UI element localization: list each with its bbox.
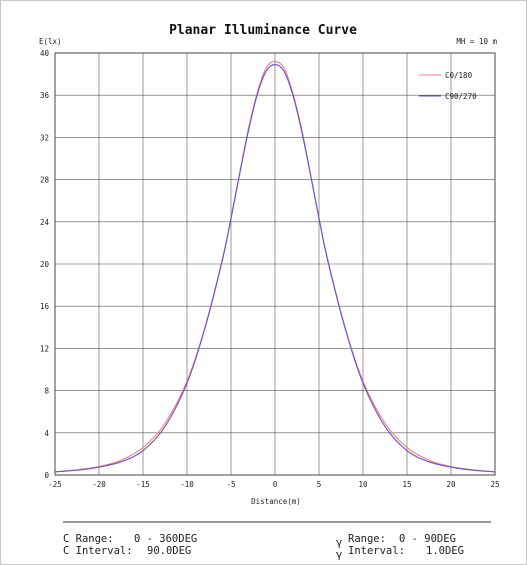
series-lines <box>54 60 496 473</box>
y-tick-label: 8 <box>44 387 49 396</box>
x-tick-label: -20 <box>92 480 106 489</box>
x-tick-label: -25 <box>48 480 62 489</box>
series-line-c90-270 <box>54 64 496 473</box>
g-range-value: 0 - 90DEG <box>399 533 456 545</box>
c-range-value: 0 - 360DEG <box>134 533 197 545</box>
gamma-symbol-range: γ <box>336 537 342 549</box>
mh-label: MH = 10 m <box>456 37 497 46</box>
y-tick-label: 16 <box>40 302 50 311</box>
y-tick-label: 12 <box>40 344 49 353</box>
footer-params: C Range: 0 - 360DEG C Interval: 90.0DEG … <box>63 533 464 561</box>
legend: C0/180 C90/270 <box>419 71 477 101</box>
x-tick-label: 10 <box>358 480 368 489</box>
y-tick-label: 0 <box>44 471 49 480</box>
g-interval-value: 1.0DEG <box>426 545 464 557</box>
y-tick-label: 36 <box>40 91 50 100</box>
y-tick-labels: 0 4 8 12 16 20 24 28 32 36 40 <box>40 49 50 480</box>
gamma-symbol-interval: γ <box>336 549 342 561</box>
x-axis-label: Distance(m) <box>251 497 301 506</box>
x-tick-label: -5 <box>226 480 235 489</box>
c-interval-label: C Interval: <box>63 545 133 557</box>
y-tick-label: 4 <box>44 429 49 438</box>
legend-label-c0-180: C0/180 <box>445 71 473 80</box>
c-range-label: C Range: <box>63 533 114 545</box>
y-tick-label: 28 <box>40 176 50 185</box>
x-tick-label: -10 <box>180 480 194 489</box>
series-line-c0-180 <box>54 60 496 473</box>
c-interval-value: 90.0DEG <box>147 545 191 557</box>
x-tick-label: 5 <box>317 480 322 489</box>
y-axis-label: E(lx) <box>39 37 62 46</box>
y-tick-label: 32 <box>40 133 49 142</box>
x-tick-label: 20 <box>446 480 456 489</box>
x-tick-labels: -25 -20 -15 -10 -5 0 5 10 15 20 25 <box>48 480 499 489</box>
grid <box>54 52 496 476</box>
x-tick-label: 15 <box>402 480 411 489</box>
g-interval-label: Interval: <box>348 545 405 557</box>
y-tick-label: 20 <box>40 260 50 269</box>
g-range-label: Range: <box>348 533 386 545</box>
legend-label-c90-270: C90/270 <box>445 92 477 101</box>
x-tick-label: 25 <box>490 480 499 489</box>
x-tick-label: 0 <box>273 480 278 489</box>
y-tick-label: 40 <box>40 49 50 58</box>
y-tick-label: 24 <box>40 218 50 227</box>
chart-title: Planar Illuminance Curve <box>169 23 357 38</box>
x-tick-label: -15 <box>136 480 150 489</box>
